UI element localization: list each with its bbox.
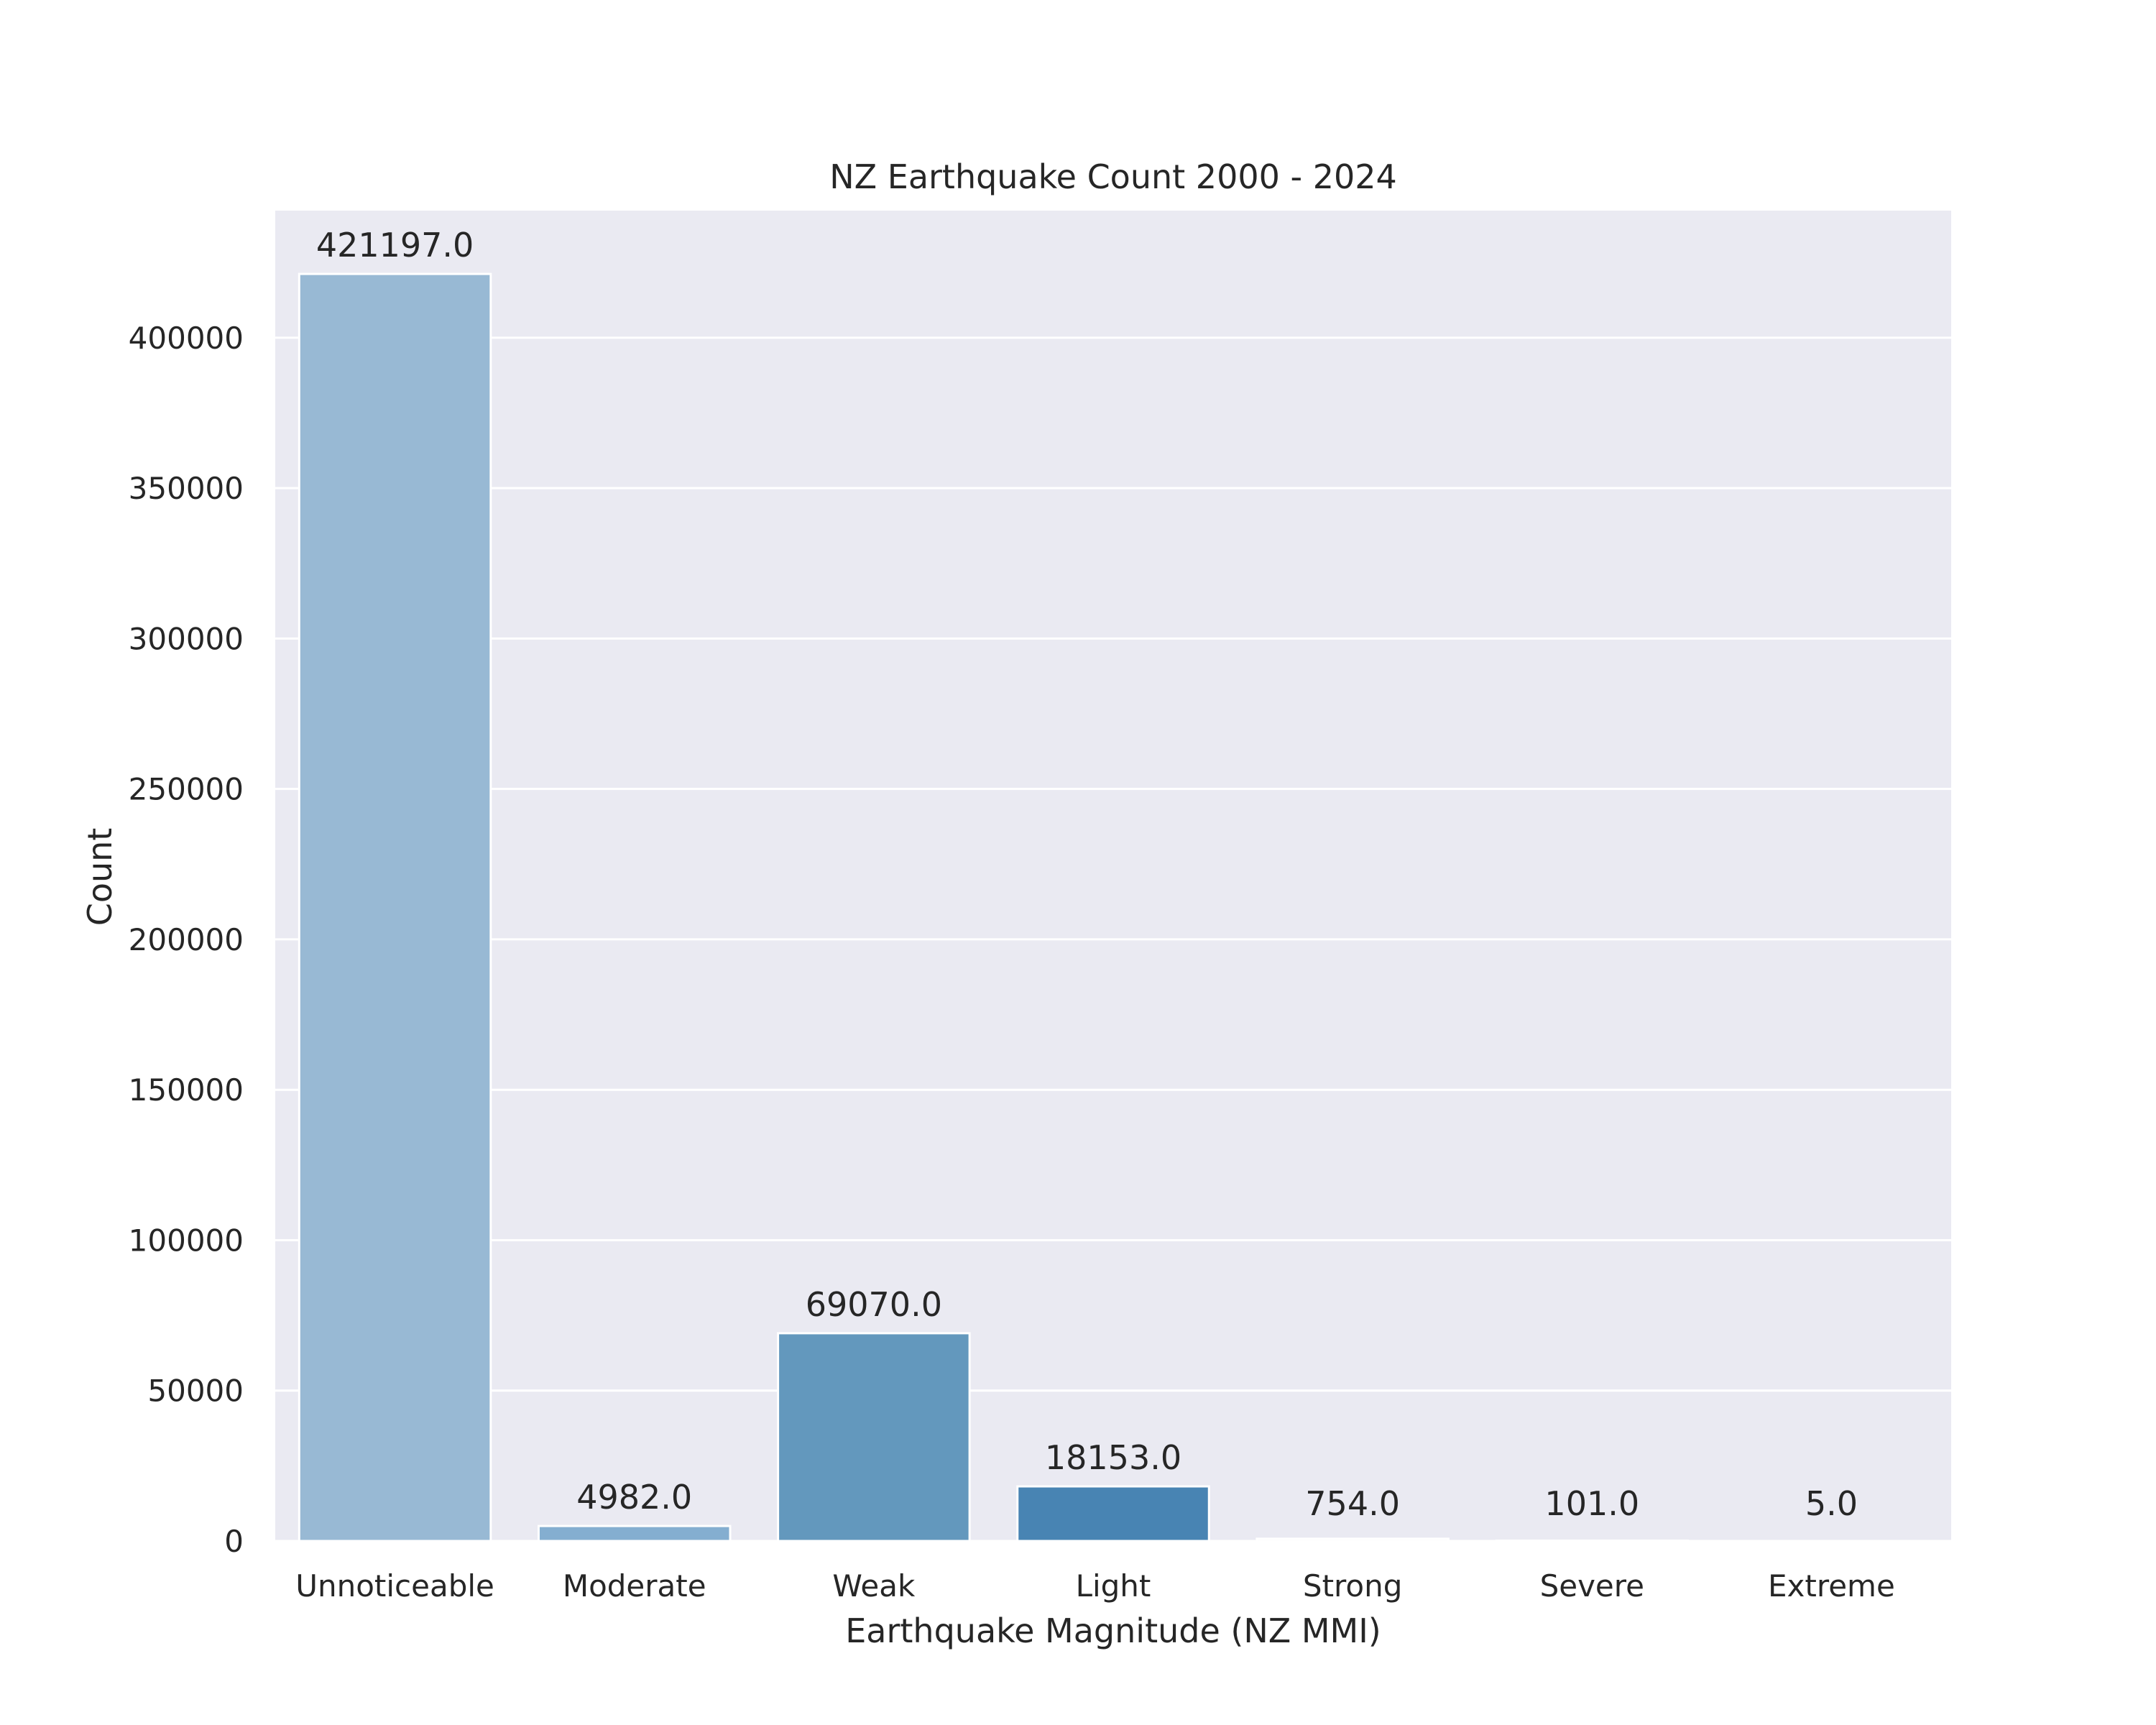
y-tick-label: 100000 (129, 1223, 244, 1258)
x-tick-label: Unnoticeable (295, 1568, 494, 1604)
y-axis-label: Count (80, 828, 119, 926)
gridlines (275, 336, 1951, 1542)
bar-value-label: 18153.0 (1045, 1438, 1181, 1477)
x-tick-label: Extreme (1768, 1568, 1895, 1604)
x-tick-label: Light (1076, 1568, 1151, 1604)
x-tick-label: Severe (1540, 1568, 1644, 1604)
y-tick-label: 0 (224, 1524, 244, 1559)
y-tick-label: 50000 (147, 1374, 244, 1409)
y-tick-label: 400000 (129, 321, 244, 356)
y-tick-label: 300000 (129, 621, 244, 656)
x-tick-label: Moderate (563, 1568, 706, 1604)
plot-area (275, 211, 1951, 1541)
bar (777, 1332, 971, 1542)
bar (1256, 1537, 1450, 1542)
y-tick-label: 200000 (129, 922, 244, 957)
bar-value-label: 101.0 (1544, 1484, 1639, 1523)
chart-title: NZ Earthquake Count 2000 - 2024 (829, 157, 1397, 196)
bar (537, 1524, 732, 1542)
y-tick-labels: 0 50000 100000 150000 200000 250000 300000 3500… (129, 321, 244, 1559)
bar-value-label: 69070.0 (806, 1285, 942, 1324)
x-tick-label: Weak (832, 1568, 916, 1604)
bar-value-label: 421197.0 (316, 226, 474, 264)
y-tick-label: 150000 (129, 1072, 244, 1108)
bars (298, 272, 1929, 1542)
bar-value-label: 5.0 (1805, 1484, 1858, 1523)
y-tick-label: 250000 (129, 772, 244, 807)
bar-value-label: 754.0 (1305, 1484, 1400, 1523)
x-tick-label: Strong (1303, 1568, 1402, 1604)
bar (1016, 1485, 1210, 1542)
data-labels: 421197.0 4982.0 69070.0 18153.0 754.0 101.0 5.… (316, 226, 1858, 1523)
bar (298, 272, 492, 1542)
x-tick-labels: Unnoticeable Moderate Weak Light Strong Sever… (295, 1568, 1895, 1604)
bar-value-label: 4982.0 (576, 1478, 692, 1517)
x-axis-label: Earthquake Magnitude (NZ MMI) (845, 1611, 1381, 1650)
y-tick-label: 350000 (129, 471, 244, 506)
